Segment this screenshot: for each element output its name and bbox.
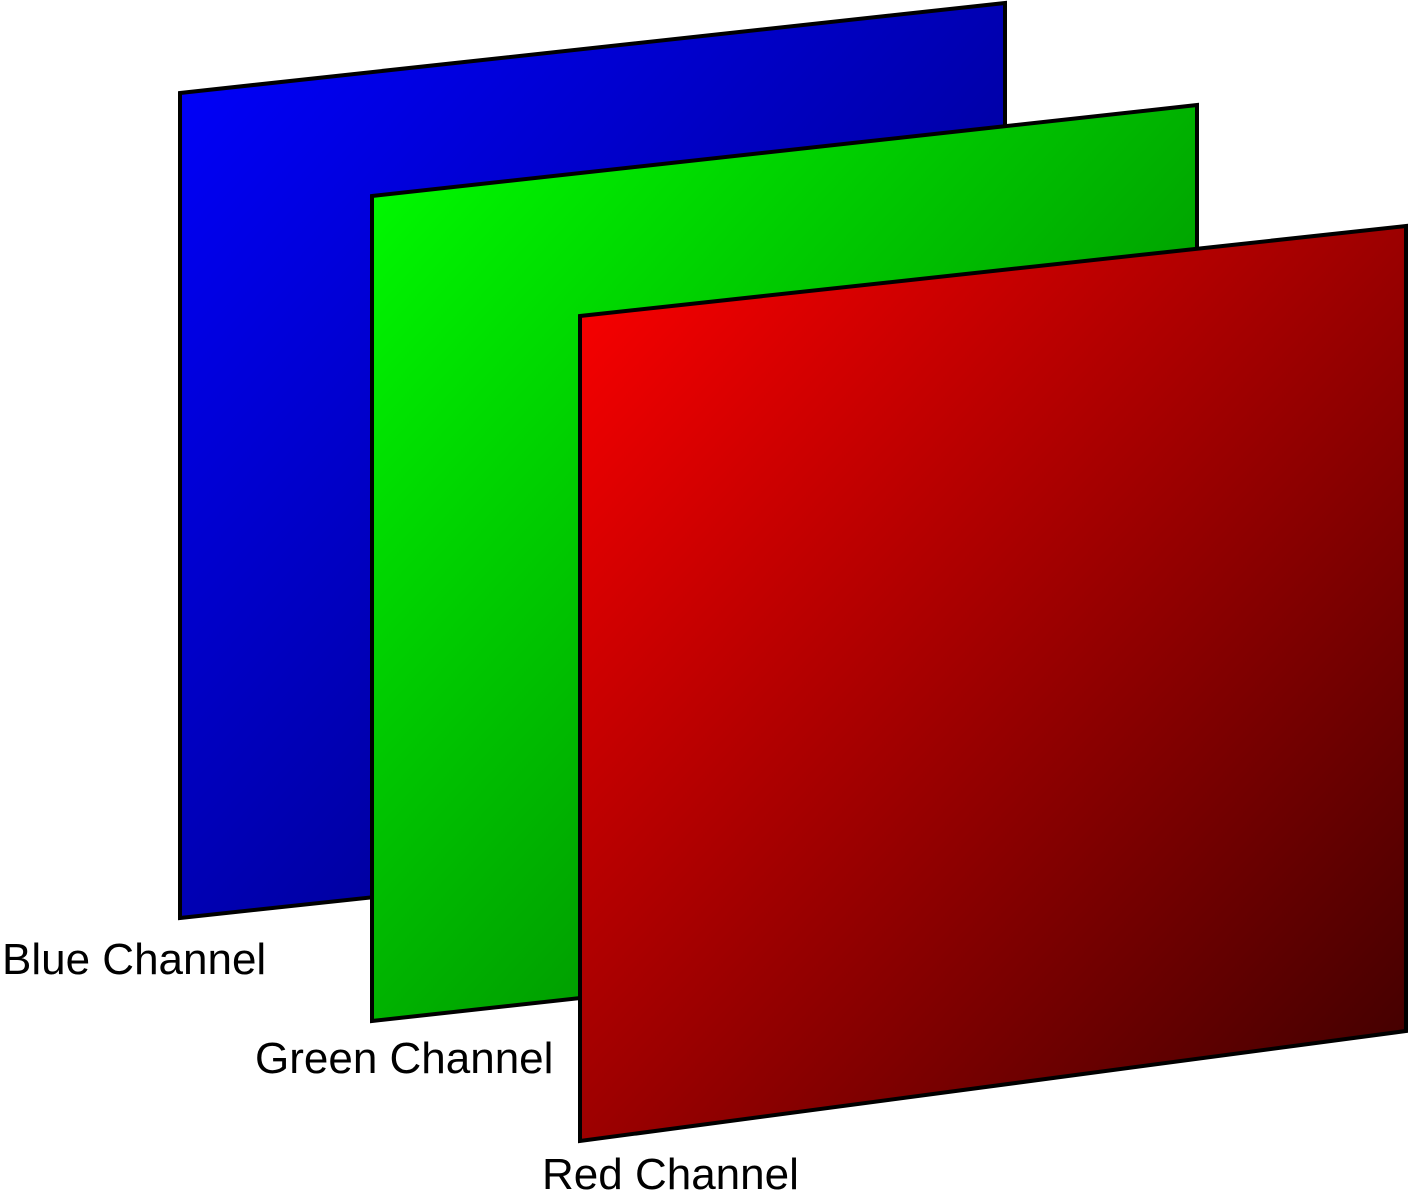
red-channel-label: Red Channel — [542, 1150, 799, 1199]
green-channel-label: Green Channel — [255, 1034, 553, 1083]
blue-channel-label: Blue Channel — [2, 935, 266, 984]
red-channel-plane — [578, 223, 1408, 1144]
